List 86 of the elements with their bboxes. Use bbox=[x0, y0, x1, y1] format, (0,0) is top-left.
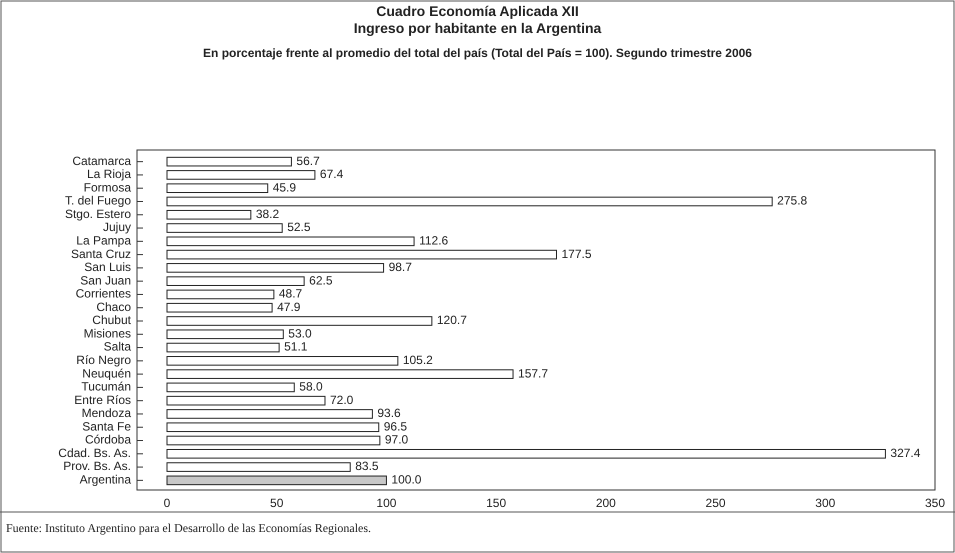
x-tick-label: 150 bbox=[486, 496, 506, 510]
data-label: 96.5 bbox=[384, 419, 408, 434]
y-tick-label: Cdad. Bs. As. bbox=[58, 446, 131, 460]
data-label: 120.7 bbox=[436, 313, 468, 328]
data-label: 275.8 bbox=[777, 194, 808, 208]
data-label: 53.0 bbox=[288, 326, 312, 340]
y-tick-label: Mendoza bbox=[82, 406, 132, 420]
bar bbox=[166, 436, 380, 446]
data-label: 112.6 bbox=[419, 233, 449, 248]
bar bbox=[166, 422, 380, 432]
chart-title: Cuadro Economía Aplicada XII Ingreso por habitante en la Argentina bbox=[354, 3, 602, 36]
data-label: 45.9 bbox=[272, 180, 296, 194]
y-tick-label: Argentina bbox=[80, 472, 132, 487]
bar bbox=[166, 342, 280, 352]
x-tick-label: 0 bbox=[164, 496, 171, 510]
bar bbox=[166, 409, 373, 419]
bar bbox=[166, 382, 295, 392]
bar bbox=[166, 369, 514, 379]
data-label: 51.1 bbox=[284, 340, 308, 354]
bar bbox=[166, 316, 432, 326]
y-tick-label: Tucumán bbox=[81, 380, 131, 394]
data-label: 105.2 bbox=[402, 353, 434, 368]
x-tick-label: 300 bbox=[815, 496, 836, 510]
y-tick-label: Stgo. Estero bbox=[64, 206, 132, 221]
y-tick-label: Chaco bbox=[96, 300, 132, 314]
y-tick-label: Entre Ríos bbox=[74, 392, 131, 407]
data-label: 58.0 bbox=[299, 380, 323, 394]
data-label: 157.7 bbox=[518, 366, 548, 380]
data-label: 62.5 bbox=[309, 273, 333, 288]
source-note: Fuente: Instituto Argentino para el Desarrollo de las Economías Regionales. bbox=[6, 521, 372, 535]
y-tick-label: La Pampa bbox=[76, 233, 132, 248]
bar bbox=[166, 263, 384, 273]
y-tick-label: Jujuy bbox=[102, 220, 131, 234]
bar bbox=[166, 170, 316, 180]
data-label: 72.0 bbox=[330, 392, 354, 407]
bar bbox=[166, 156, 292, 166]
data-label: 98.7 bbox=[388, 260, 412, 274]
x-tick-label: 350 bbox=[924, 496, 946, 510]
bar bbox=[166, 329, 284, 340]
y-tick-label: La Rioja bbox=[86, 167, 132, 182]
data-label: 67.4 bbox=[320, 167, 344, 182]
y-tick-label: Prov. Bs. As. bbox=[63, 459, 131, 474]
chart-subtitle: En porcentaje frente al promedio del total del país (Total del País = 100). Segundo trimestre 2006 bbox=[203, 46, 752, 60]
x-tick-label: 100 bbox=[376, 496, 397, 510]
y-tick-label: Formosa bbox=[84, 180, 132, 194]
bar bbox=[166, 236, 415, 246]
y-tick-label: Chubut bbox=[92, 313, 132, 328]
data-label: 93.6 bbox=[377, 406, 402, 420]
data-label: 38.2 bbox=[256, 206, 280, 221]
bar bbox=[166, 302, 273, 313]
bar bbox=[166, 250, 557, 260]
data-label: 100.0 bbox=[391, 472, 422, 487]
data-label: 47.9 bbox=[277, 300, 301, 314]
bar bbox=[166, 476, 387, 486]
bar bbox=[166, 290, 274, 300]
y-tick-label: Río Negro bbox=[76, 353, 132, 368]
y-tick-label: Santa Cruz bbox=[70, 246, 131, 261]
x-tick-label: 250 bbox=[706, 496, 726, 510]
x-tick-label: 50 bbox=[270, 496, 284, 510]
data-label: 177.5 bbox=[561, 246, 592, 261]
bar bbox=[166, 396, 326, 406]
y-tick-label: Córdoba bbox=[84, 432, 132, 447]
data-label: 327.4 bbox=[890, 446, 921, 460]
bar bbox=[166, 223, 283, 233]
y-tick-label: Neuquén bbox=[82, 366, 131, 380]
bar bbox=[166, 356, 398, 366]
y-tick-label: Catamarca bbox=[72, 154, 132, 168]
y-tick-label: T. del Fuego bbox=[64, 194, 132, 208]
y-tick-label: San Juan bbox=[80, 273, 131, 288]
y-tick-label: San Luis bbox=[84, 260, 131, 274]
bar bbox=[166, 183, 268, 194]
data-label: 52.5 bbox=[287, 220, 311, 234]
data-label: 97.0 bbox=[384, 432, 409, 447]
data-label: 56.7 bbox=[296, 154, 320, 168]
bar bbox=[166, 210, 252, 220]
bar bbox=[166, 448, 886, 459]
y-tick-label: Misiones bbox=[84, 326, 131, 340]
y-tick-label: Salta bbox=[104, 340, 132, 354]
data-label: 83.5 bbox=[355, 459, 379, 474]
bar bbox=[166, 196, 773, 206]
x-tick-label: 200 bbox=[596, 496, 616, 510]
bar bbox=[166, 462, 351, 472]
y-tick-label: Santa Fe bbox=[82, 419, 132, 434]
y-tick-label: Corrientes bbox=[76, 286, 131, 301]
data-label: 48.7 bbox=[278, 286, 303, 301]
bar bbox=[166, 276, 305, 286]
